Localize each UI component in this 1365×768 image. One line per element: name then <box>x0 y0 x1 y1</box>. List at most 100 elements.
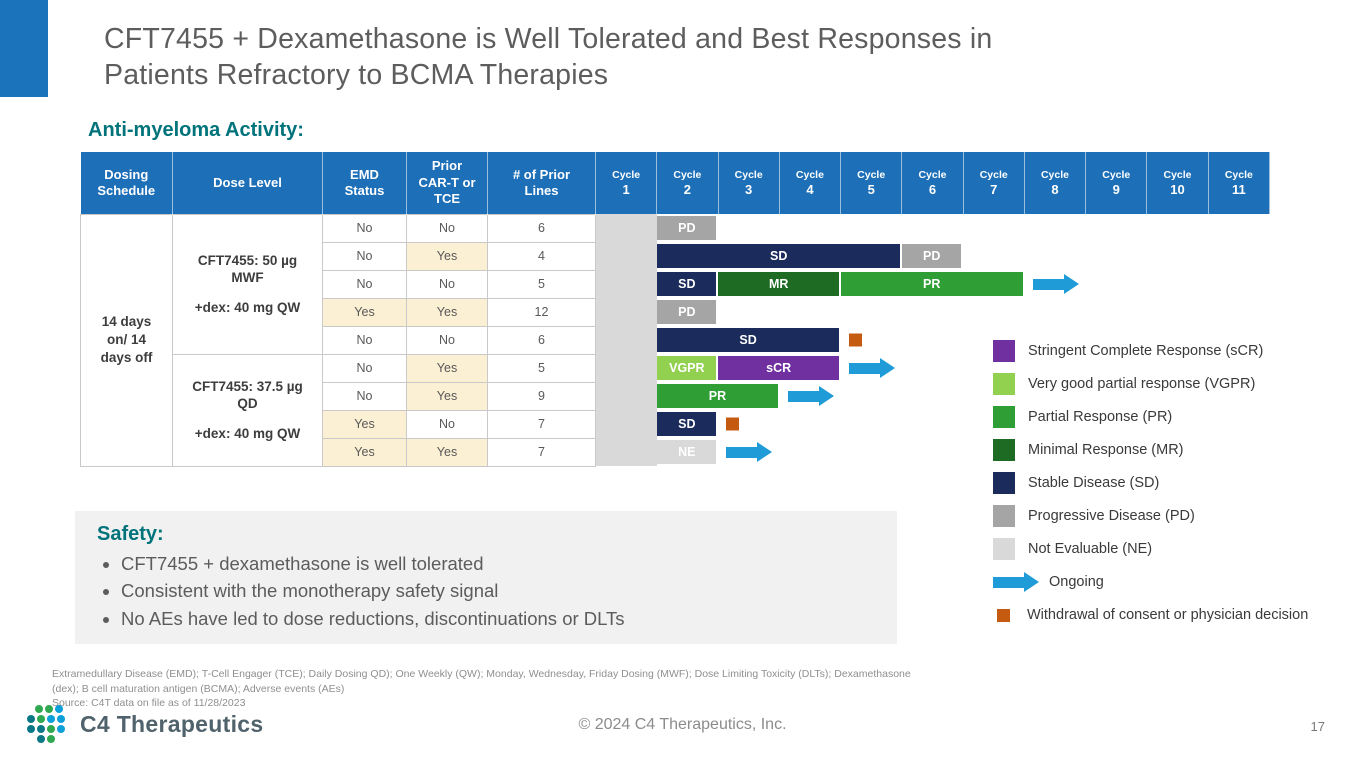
legend-swatch-PR <box>993 406 1015 428</box>
response-bar-VGPR: VGPR <box>657 356 719 380</box>
cycle-header: Cycle 7 <box>963 152 1025 214</box>
ongoing-arrow-icon <box>787 386 834 406</box>
prior-cart-tce-cell: Yes <box>406 353 488 383</box>
legend-swatch-SD <box>993 472 1015 494</box>
cycle-header: Cycle 4 <box>779 152 842 214</box>
cycle1-shade <box>596 354 658 382</box>
cycle-header: Cycle 11 <box>1208 152 1271 214</box>
patient-row: No No 5 SD MR PR <box>81 269 1270 299</box>
response-bar-PD: PD <box>657 300 719 324</box>
legend-item: Partial Response (PR) <box>993 406 1315 428</box>
legend-item: Minimal Response (MR) <box>993 439 1315 461</box>
cycle1-shade <box>596 410 658 438</box>
prior-cart-tce-cell: Yes <box>406 381 488 411</box>
legend-label: Stable Disease (SD) <box>1028 474 1160 491</box>
cycle-header: Cycle 6 <box>901 152 964 214</box>
swimlane: SD <box>596 326 1270 354</box>
legend-item: Very good partial response (VGPR) <box>993 373 1315 395</box>
corner-accent-block <box>0 0 48 97</box>
activity-table: Dosing Schedule Dose Level EMD Status Pr… <box>80 152 1271 467</box>
header-dosing-schedule: Dosing Schedule <box>80 152 173 214</box>
header-emd-status: EMD Status <box>322 152 407 214</box>
swimlane: PD <box>596 298 1270 326</box>
legend-label: Not Evaluable (NE) <box>1028 540 1153 557</box>
response-bar-PR: PR <box>840 272 1025 296</box>
legend-label: Withdrawal of consent or physician decis… <box>1027 606 1309 623</box>
patient-row: 14 days on/ 14 days off CFT7455: 50 µg MW… <box>80 213 1270 467</box>
cycle1-shade <box>596 242 658 270</box>
response-bar-PD: PD <box>657 216 719 240</box>
swimlane: SD <box>596 410 1270 438</box>
response-bar-SD: SD <box>657 244 903 268</box>
prior-lines-cell: 7 <box>487 437 596 467</box>
legend-label: Progressive Disease (PD) <box>1028 507 1195 524</box>
footnote: Extramedullary Disease (EMD); T-Cell Eng… <box>52 667 932 711</box>
swimlane: SD MR PR <box>596 270 1270 298</box>
legend-label: Ongoing <box>1049 573 1104 590</box>
swimlane: VGPR sCR <box>596 354 1270 382</box>
swimlane: NE <box>596 438 1270 466</box>
footnote-abbreviations: Extramedullary Disease (EMD); T-Cell Eng… <box>52 668 911 695</box>
emd-status-cell: Yes <box>322 409 407 439</box>
cycle1-shade <box>596 382 658 410</box>
c4-logo-icon <box>27 705 65 743</box>
prior-lines-cell: 7 <box>487 409 596 439</box>
legend-item: Stable Disease (SD) <box>993 472 1315 494</box>
legend-label: Stringent Complete Response (sCR) <box>1028 342 1264 359</box>
cycle1-shade <box>596 214 658 242</box>
prior-lines-cell: 6 <box>487 213 596 243</box>
response-bar-PD: PD <box>902 244 964 268</box>
legend-swatch-PD <box>993 505 1015 527</box>
legend-swatch-VGPR <box>993 373 1015 395</box>
dosing-schedule-cell: 14 days on/ 14 days off <box>80 213 173 467</box>
cycle-header: Cycle 10 <box>1146 152 1209 214</box>
prior-lines-cell: 12 <box>487 297 596 327</box>
prior-lines-cell: 5 <box>487 269 596 299</box>
legend-item: Stringent Complete Response (sCR) <box>993 340 1315 362</box>
response-bar-sCR: sCR <box>718 356 841 380</box>
prior-cart-tce-cell: No <box>406 409 488 439</box>
dose-level-cell: CFT7455: 50 µg MWF +dex: 40 mg QW <box>172 213 323 355</box>
table-header-row: Dosing Schedule Dose Level EMD Status Pr… <box>80 152 1271 214</box>
patient-row: Yes Yes 7 NE <box>81 437 1270 467</box>
prior-cart-tce-cell: No <box>406 325 488 355</box>
cycle-header: Cycle 3 <box>718 152 780 214</box>
response-bar-MR: MR <box>718 272 841 296</box>
emd-status-cell: No <box>322 269 407 299</box>
legend-swatch-MR <box>993 439 1015 461</box>
emd-status-cell: Yes <box>322 297 407 327</box>
withdrawal-square-icon <box>726 417 740 431</box>
header-prior-cart-tce: Prior CAR-T or TCE <box>406 152 488 214</box>
emd-status-cell: No <box>322 353 407 383</box>
safety-bullet: CFT7455 + dexamethasone is well tolerate… <box>121 550 875 577</box>
cycle1-shade <box>596 298 658 326</box>
safety-list: CFT7455 + dexamethasone is well tolerate… <box>97 550 875 632</box>
swimlane: PR <box>596 382 1270 410</box>
safety-bullet: No AEs have led to dose reductions, disc… <box>121 605 875 632</box>
cycle1-shade <box>596 270 658 298</box>
cycle-header: Cycle 8 <box>1024 152 1087 214</box>
withdrawal-square-icon <box>848 333 862 347</box>
legend-label: Minimal Response (MR) <box>1028 441 1184 458</box>
response-bar-SD: SD <box>657 272 719 296</box>
footnote-source: Source: C4T data on file as of 11/28/202… <box>52 697 246 710</box>
ongoing-arrow-icon <box>993 572 1039 592</box>
cycle-header: Cycle 1 <box>595 152 658 214</box>
prior-lines-cell: 9 <box>487 381 596 411</box>
emd-status-cell: No <box>322 381 407 411</box>
prior-cart-tce-cell: Yes <box>406 297 488 327</box>
response-bar-NE: NE <box>657 440 719 464</box>
prior-lines-cell: 4 <box>487 241 596 271</box>
page-number: 17 <box>1310 719 1325 734</box>
ongoing-arrow-icon <box>848 358 895 378</box>
legend-item: Ongoing <box>993 571 1315 593</box>
prior-cart-tce-cell: No <box>406 269 488 299</box>
emd-status-cell: No <box>322 325 407 355</box>
cycle-header: Cycle 2 <box>656 152 719 214</box>
response-legend: Stringent Complete Response (sCR) Very go… <box>993 340 1315 637</box>
patient-row: CFT7455: 37.5 µg QD +dex: 40 mg QW No Yes 5 V… <box>81 353 1270 467</box>
prior-cart-tce-cell: Yes <box>406 437 488 467</box>
emd-status-cell: No <box>322 213 407 243</box>
prior-lines-cell: 5 <box>487 353 596 383</box>
cycle-header: Cycle 9 <box>1085 152 1148 214</box>
